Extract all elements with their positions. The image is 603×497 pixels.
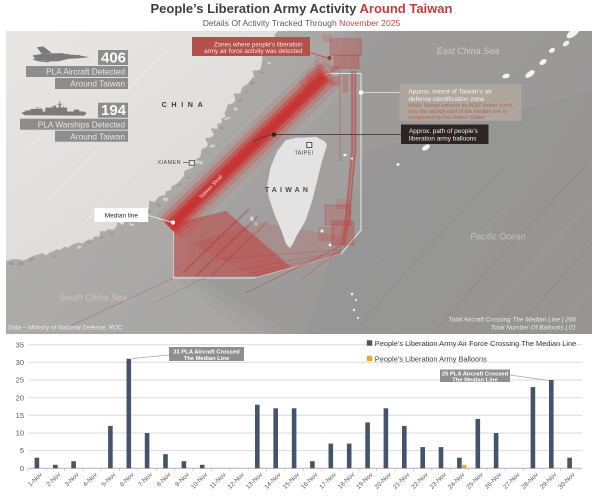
svg-text:16-Nov: 16-Nov: [300, 471, 320, 491]
svg-text:The Median Line: The Median Line: [184, 356, 230, 362]
svg-text:19-Nov: 19-Nov: [355, 471, 375, 491]
svg-text:Around Taiwan: Around Taiwan: [70, 131, 125, 141]
svg-text:10: 10: [16, 429, 24, 438]
svg-text:8-Nov: 8-Nov: [156, 471, 173, 488]
svg-text:only the section east of the m: only the section east of the median line…: [408, 109, 507, 115]
svg-text:XIAMEN: XIAMEN: [158, 160, 182, 166]
svg-text:29-Nov: 29-Nov: [539, 471, 559, 491]
svg-text:23-Nov: 23-Nov: [429, 471, 449, 491]
svg-text:17-Nov: 17-Nov: [318, 471, 338, 491]
svg-text:South China Sea: South China Sea: [59, 293, 127, 303]
svg-text:406: 406: [101, 50, 126, 67]
svg-text:The Median Line: The Median Line: [452, 377, 498, 383]
svg-text:20: 20: [16, 393, 24, 402]
svg-text:15-Nov: 15-Nov: [282, 471, 302, 491]
svg-text:Zones where people’s liberatio: Zones where people’s liberation: [214, 42, 303, 49]
svg-text:Total Number Of Balloons | 01: Total Number Of Balloons | 01: [491, 325, 577, 332]
svg-text:PLA Aircraft Detected: PLA Aircraft Detected: [46, 67, 125, 77]
svg-text:recognized by the United State: recognized by the United States: [408, 115, 485, 121]
svg-text:194: 194: [101, 102, 127, 119]
svg-text:25: 25: [16, 376, 24, 385]
svg-text:People’s Liberation Army Air F: People’s Liberation Army Air Force Cross…: [375, 339, 576, 348]
svg-text:18-Nov: 18-Nov: [337, 471, 357, 491]
svg-text:10-Nov: 10-Nov: [190, 471, 210, 491]
svg-text:12-Nov: 12-Nov: [227, 471, 247, 491]
svg-text:0: 0: [20, 464, 24, 473]
svg-text:TAIWAN: TAIWAN: [265, 187, 311, 194]
svg-text:PLA Warships Detected: PLA Warships Detected: [38, 119, 126, 129]
svg-text:Data – Ministry of National De: Data – Ministry of National Defense, ROC: [8, 325, 123, 332]
svg-text:Total Aircraft Crossing The Me: Total Aircraft Crossing The Median Line …: [448, 317, 576, 324]
svg-text:liberation army balloons: liberation army balloons: [409, 136, 477, 143]
svg-text:15: 15: [16, 411, 24, 420]
svg-text:11-Nov: 11-Nov: [209, 471, 229, 491]
svg-text:Median line: Median line: [105, 213, 139, 220]
svg-text:7-Nov: 7-Nov: [137, 471, 154, 488]
svg-text:1-Nov: 1-Nov: [27, 471, 44, 488]
svg-text:While Taiwan extends its ADIZ: While Taiwan extends its ADIZ further no…: [408, 103, 513, 109]
svg-text:Approx. path of people’s: Approx. path of people’s: [409, 128, 478, 135]
svg-text:25-Nov: 25-Nov: [465, 471, 485, 491]
svg-text:30-Nov: 30-Nov: [557, 471, 577, 491]
svg-text:5: 5: [20, 446, 24, 455]
svg-text:25 PLA Aircraft Crossed: 25 PLA Aircraft Crossed: [442, 371, 509, 377]
svg-text:People’s Liberation Army Ballo: People’s Liberation Army Balloons: [375, 354, 487, 363]
svg-text:6-Nov: 6-Nov: [119, 471, 136, 488]
svg-text:30: 30: [16, 358, 24, 367]
svg-text:35: 35: [16, 340, 24, 349]
svg-text:13-Nov: 13-Nov: [245, 471, 265, 491]
svg-text:20-Nov: 20-Nov: [374, 471, 394, 491]
svg-text:East China Sea: East China Sea: [437, 46, 500, 56]
svg-text:26-Nov: 26-Nov: [484, 471, 504, 491]
svg-text:defense identification zone: defense identification zone: [409, 96, 485, 103]
svg-text:TAIPEI: TAIPEI: [294, 150, 313, 156]
svg-text:5-Nov: 5-Nov: [100, 471, 117, 488]
svg-text:22-Nov: 22-Nov: [410, 471, 430, 491]
svg-text:Pacific Ocean: Pacific Ocean: [470, 232, 526, 242]
svg-text:3-Nov: 3-Nov: [64, 471, 81, 488]
svg-text:14-Nov: 14-Nov: [263, 471, 283, 491]
svg-text:2-Nov: 2-Nov: [45, 471, 62, 488]
svg-text:CHINA: CHINA: [162, 100, 208, 109]
svg-text:27-Nov: 27-Nov: [502, 471, 522, 491]
svg-text:28-Nov: 28-Nov: [521, 471, 541, 491]
svg-text:army air force activity was de: army air force activity was detected: [204, 48, 303, 55]
svg-text:21-Nov: 21-Nov: [392, 471, 412, 491]
svg-text:31 PLA Aircraft Crossed: 31 PLA Aircraft Crossed: [173, 350, 240, 356]
svg-text:Approx. extent of Taiwan’s air: Approx. extent of Taiwan’s air: [409, 88, 493, 95]
svg-text:4-Nov: 4-Nov: [82, 471, 99, 488]
svg-text:Around Taiwan: Around Taiwan: [70, 79, 125, 89]
svg-text:24-Nov: 24-Nov: [447, 471, 467, 491]
